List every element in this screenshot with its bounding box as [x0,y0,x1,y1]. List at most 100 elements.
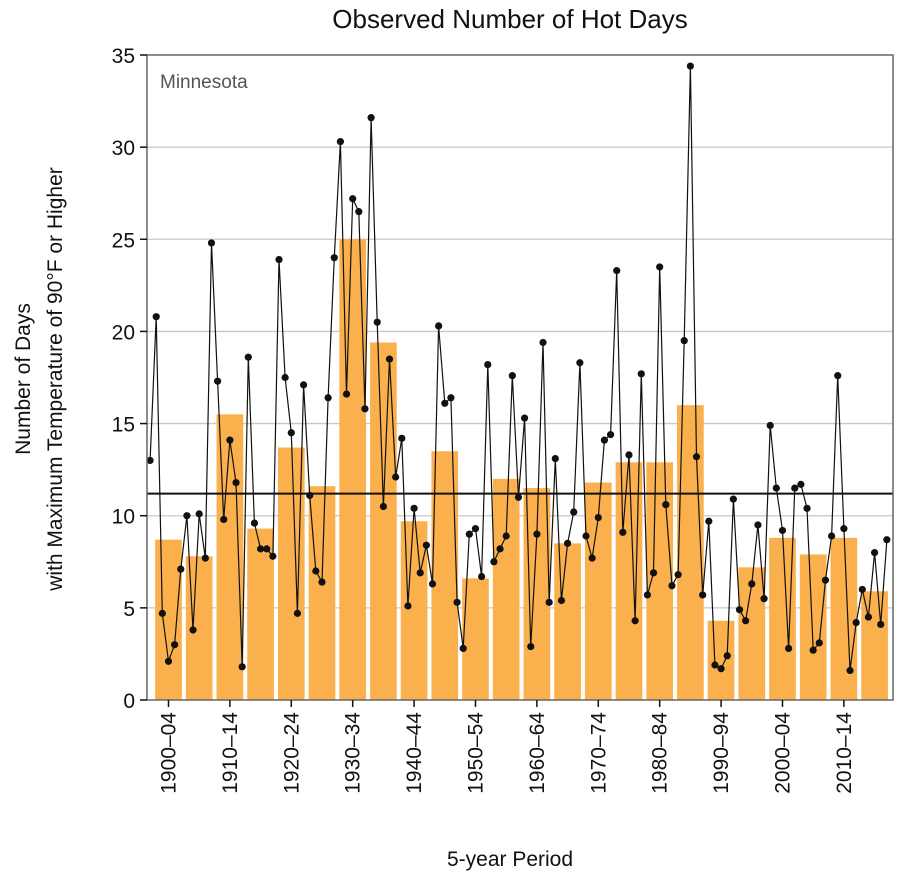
annual-point-2011 [834,372,842,380]
x-tick-label-3: 1930–34 [342,712,365,794]
y-tick-label-7: 35 [112,45,135,68]
annual-point-1949 [453,598,461,606]
annual-point-2001 [772,484,780,492]
annual-point-1971 [588,554,596,562]
annual-point-1908 [201,554,209,562]
annual-point-1956 [496,545,504,553]
annual-point-1974 [606,431,615,439]
annual-point-1957 [502,532,510,540]
annual-point-1904 [177,565,185,573]
annual-point-1931 [342,390,351,398]
annual-point-1989 [699,591,707,599]
bar-series [155,239,888,701]
annual-point-1977 [625,451,633,459]
x-tick-label-10: 2000–04 [771,712,794,794]
annual-point-1973 [600,436,609,444]
x-tick-label-6: 1960–64 [526,712,549,794]
annual-point-2014 [852,619,860,627]
annual-point-2005 [797,480,805,488]
annual-point-1940 [398,434,406,442]
annual-point-1913 [232,478,240,487]
annual-point-1905 [183,512,191,520]
annual-point-1979 [637,370,645,378]
annual-point-1911 [220,515,228,524]
x-axis-label: 5-year Period [447,848,573,871]
annual-point-1952 [471,525,480,533]
annual-point-1976 [619,528,627,536]
annual-point-1987 [686,62,694,70]
annual-point-2002 [778,526,787,535]
annual-point-1933 [355,208,363,216]
annual-point-1959 [514,493,523,501]
annual-point-2016 [864,613,873,621]
annual-point-1936 [373,318,381,326]
annual-point-2004 [791,484,799,492]
annual-point-2017 [870,548,879,557]
annual-point-2013 [846,666,854,675]
annual-point-1983 [662,501,670,509]
annual-point-1938 [385,355,394,363]
annual-point-2010 [828,532,836,540]
annual-point-1994 [729,495,737,503]
bar-2005–09 [799,554,827,700]
y-tick-label-2: 10 [112,506,135,529]
annual-point-1927 [318,578,326,586]
annual-point-1930 [336,138,345,146]
annual-point-1919 [269,552,277,560]
annual-point-1917 [256,545,265,553]
annual-point-1955 [490,558,498,566]
bar-1965–69 [554,543,581,700]
annual-point-2019 [883,536,891,544]
annual-point-1900 [152,313,160,321]
annual-point-1950 [459,644,467,653]
annual-point-1918 [263,545,271,553]
annual-point-1982 [656,263,664,271]
x-axis-ticks: 1900–04 1910–14 1920–24 1930–34 1940–44 1950–… [157,700,856,794]
annual-point-1912 [226,436,234,444]
plot-frame [146,54,894,701]
annual-point-2015 [858,585,866,594]
annual-point-1995 [735,606,744,614]
annual-point-1985 [674,571,682,579]
annual-point-1962 [533,530,541,538]
y-tick-label-6: 30 [112,137,135,160]
y-axis-ticks: 0 5 10 15 20 25 30 35 [112,45,147,713]
bar-1935–39 [370,342,397,700]
annual-point-1967 [563,539,572,547]
annual-point-1972 [594,513,602,522]
annual-point-1906 [189,626,197,634]
y-axis-label-line2: with Maximum Temperature of 90°F or High… [44,167,67,592]
annual-point-1981 [649,569,658,577]
annual-point-1958 [508,372,516,380]
annual-point-1920 [275,255,283,264]
annual-point-1935 [367,114,375,122]
y-tick-label-4: 20 [112,321,135,344]
annual-point-1984 [668,582,676,590]
bar-2015–19 [861,591,888,700]
annual-point-1934 [361,405,369,413]
y-tick-label-0: 0 [123,690,135,713]
annual-point-1966 [557,596,566,605]
bar-1955–59 [492,478,520,700]
annual-point-1899 [146,456,154,465]
x-tick-label-1: 1910–14 [219,712,242,794]
annual-point-1939 [392,473,400,481]
annual-point-1944 [422,541,430,549]
y-axis-label-line1: Number of Days [12,303,35,455]
annual-point-1902 [164,657,173,665]
annual-point-1980 [643,591,652,599]
annual-point-1942 [410,504,418,512]
annual-point-1947 [441,399,449,407]
annual-point-1999 [760,595,768,603]
annual-point-1998 [754,521,762,529]
x-tick-label-8: 1980–84 [649,712,672,794]
annual-point-1910 [214,377,222,385]
annual-point-1969 [576,359,584,367]
y-tick-label-1: 5 [123,598,135,621]
annual-point-2007 [809,646,817,654]
annual-point-1996 [742,617,750,625]
annual-point-1901 [158,609,166,617]
annual-point-1903 [171,641,179,649]
x-tick-label-11: 2010–14 [833,712,856,794]
